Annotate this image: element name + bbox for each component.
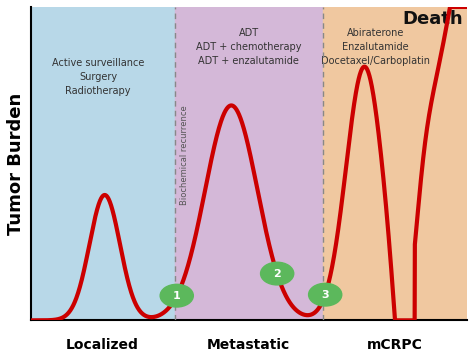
Text: 2: 2 [273, 268, 281, 278]
Bar [30, 7, 174, 320]
Text: Metastatic: Metastatic [207, 338, 291, 352]
Circle shape [160, 284, 193, 307]
Text: Active surveillance
Surgery
Radiotherapy: Active surveillance Surgery Radiotherapy [52, 58, 145, 96]
Circle shape [261, 262, 294, 285]
Text: Abiraterone
Enzalutamide
Docetaxel/Carboplatin: Abiraterone Enzalutamide Docetaxel/Carbo… [321, 28, 430, 66]
Bar [174, 7, 323, 320]
Bar [323, 7, 467, 320]
Text: ADT
ADT + chemotherapy
ADT + enzalutamide: ADT ADT + chemotherapy ADT + enzalutamid… [196, 28, 301, 66]
Text: 1: 1 [173, 291, 181, 301]
Text: Biochemical recurrence: Biochemical recurrence [180, 105, 189, 205]
Text: Death: Death [402, 10, 463, 28]
Text: mCRPC: mCRPC [367, 338, 423, 352]
Text: 3: 3 [321, 290, 329, 300]
Circle shape [309, 283, 342, 306]
Y-axis label: Tumor Burden: Tumor Burden [7, 92, 25, 235]
Text: Localized: Localized [66, 338, 139, 352]
